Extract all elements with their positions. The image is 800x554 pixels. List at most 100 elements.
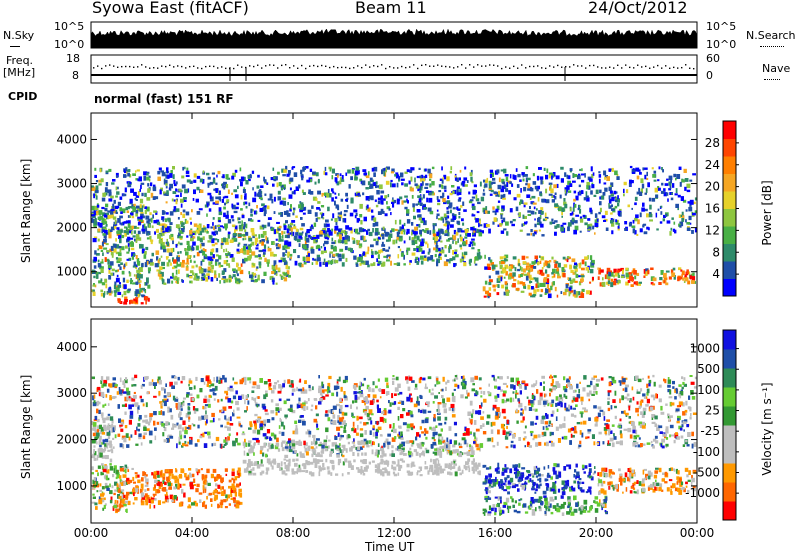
power-cell bbox=[673, 221, 676, 225]
power-cell bbox=[517, 268, 521, 272]
power-cell bbox=[180, 198, 184, 203]
power-cell bbox=[280, 185, 284, 188]
power-cell bbox=[146, 197, 151, 201]
power-cell bbox=[668, 188, 672, 191]
velocity-cell bbox=[203, 481, 206, 484]
velocity-cell bbox=[670, 488, 672, 494]
velocity-cell bbox=[105, 486, 108, 489]
velocity-cell bbox=[440, 465, 442, 471]
power-cell bbox=[275, 254, 277, 257]
power-cell bbox=[350, 228, 353, 234]
power-cell bbox=[161, 216, 165, 221]
power-cell bbox=[540, 223, 544, 228]
velocity-cell bbox=[410, 444, 414, 447]
power-cell bbox=[108, 234, 112, 239]
power-cell bbox=[251, 241, 255, 246]
power-cell bbox=[287, 170, 291, 174]
power-cell bbox=[477, 218, 481, 221]
power-cell bbox=[543, 167, 546, 171]
velocity-cell bbox=[411, 452, 414, 457]
power-cell bbox=[124, 296, 128, 299]
power-cell bbox=[538, 167, 542, 170]
nave-dot bbox=[617, 64, 619, 66]
velocity-cell bbox=[566, 464, 570, 467]
velocity-cell bbox=[668, 479, 673, 482]
power-cell bbox=[221, 270, 225, 275]
power-cell bbox=[539, 282, 544, 287]
velocity-cell bbox=[604, 423, 609, 426]
power-cell bbox=[431, 191, 434, 194]
power-cell bbox=[289, 187, 292, 191]
nave-dot bbox=[117, 66, 119, 68]
power-cell bbox=[181, 184, 186, 189]
power-cell bbox=[648, 213, 653, 218]
power-cell bbox=[681, 179, 685, 183]
power-cell bbox=[207, 275, 210, 280]
power-cell bbox=[119, 266, 122, 270]
power-cell bbox=[236, 262, 239, 268]
power-cell bbox=[359, 254, 362, 257]
power-cell bbox=[572, 278, 576, 283]
velocity-cell bbox=[579, 487, 583, 491]
power-cell bbox=[312, 171, 316, 175]
power-cell bbox=[580, 173, 585, 176]
power-cell bbox=[650, 282, 654, 285]
velocity-cell bbox=[143, 472, 147, 476]
power-cell bbox=[598, 171, 601, 174]
power-cell bbox=[91, 186, 96, 191]
power-cell bbox=[500, 214, 503, 220]
velocity-cell bbox=[102, 418, 106, 424]
power-cell bbox=[575, 292, 578, 298]
velocity-cell bbox=[616, 488, 619, 492]
power-cell bbox=[384, 228, 386, 233]
velocity-cell bbox=[550, 511, 554, 515]
power-cell bbox=[253, 210, 257, 215]
power-cell bbox=[121, 294, 124, 298]
velocity-cell bbox=[195, 488, 199, 493]
power-cell bbox=[167, 278, 171, 284]
power-cell bbox=[293, 209, 295, 213]
power-cell bbox=[410, 176, 413, 182]
power-cell bbox=[184, 166, 186, 170]
power-cell bbox=[557, 275, 561, 279]
power-cell bbox=[339, 240, 344, 244]
power-cell bbox=[335, 204, 339, 209]
power-cell bbox=[289, 232, 292, 235]
power-cell bbox=[573, 289, 576, 295]
velocity-cell bbox=[520, 484, 523, 487]
velocity-cell bbox=[178, 502, 182, 507]
power-cell bbox=[130, 188, 134, 193]
power-cell bbox=[663, 188, 666, 192]
power-cell bbox=[199, 238, 203, 243]
velocity-cell bbox=[437, 459, 440, 464]
power-cell bbox=[229, 239, 234, 243]
power-cell bbox=[343, 213, 347, 217]
velocity-cell bbox=[589, 506, 593, 511]
power-cell bbox=[694, 228, 697, 233]
power-cell bbox=[438, 184, 441, 188]
power-cell bbox=[471, 203, 475, 209]
power-cell bbox=[178, 232, 181, 237]
power-cell bbox=[301, 189, 304, 193]
power-cell bbox=[179, 230, 183, 234]
velocity-cell bbox=[578, 484, 580, 490]
power-cell bbox=[483, 223, 488, 228]
power-cell bbox=[282, 200, 287, 206]
power-cell bbox=[94, 205, 99, 211]
power-cell bbox=[169, 183, 173, 189]
power-cell bbox=[382, 198, 386, 201]
velocity-cell bbox=[305, 451, 309, 456]
power-cell bbox=[218, 262, 221, 266]
power-cell bbox=[99, 222, 103, 228]
velocity-cell bbox=[360, 466, 363, 471]
power-cell bbox=[625, 267, 628, 270]
velocity-cell bbox=[119, 500, 122, 506]
velocity-cell bbox=[363, 466, 367, 471]
velocity-cell bbox=[169, 469, 173, 474]
nave-dot bbox=[537, 65, 539, 67]
velocity-cell bbox=[594, 496, 599, 500]
power-cell bbox=[218, 273, 221, 278]
power-cell bbox=[541, 234, 545, 237]
power-cell bbox=[623, 193, 625, 197]
velocity-cell bbox=[302, 463, 305, 467]
